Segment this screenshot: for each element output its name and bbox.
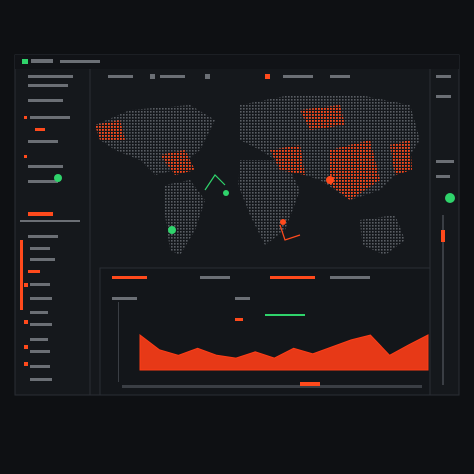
- plot: [139, 333, 429, 371]
- top-bar-items: [22, 59, 350, 79]
- chart-panel: [99, 267, 431, 396]
- right-panel: [436, 75, 455, 385]
- sidebar: [20, 75, 80, 381]
- world-map: [95, 95, 420, 255]
- x-axis: [122, 382, 422, 388]
- chart-header: [112, 276, 370, 382]
- top-bar: [15, 55, 459, 69]
- area: [139, 333, 429, 371]
